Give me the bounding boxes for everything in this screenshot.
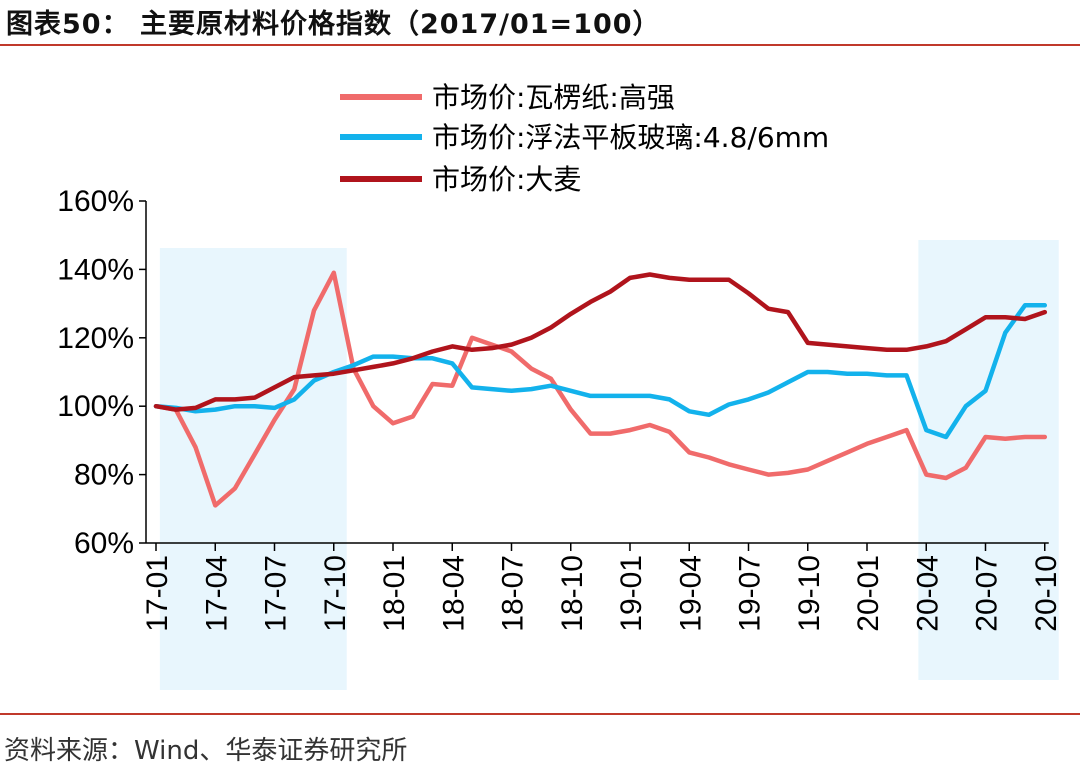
x-tick-label: 18-01 xyxy=(378,555,411,632)
title-divider xyxy=(0,44,1080,46)
legend-label-2: 市场价:浮法平板玻璃:4.8/6mm xyxy=(432,121,829,154)
y-tick-label: 80% xyxy=(74,459,134,492)
legend-label-3: 市场价:大麦 xyxy=(432,163,581,196)
x-tick-label: 18-07 xyxy=(497,555,530,632)
x-tick-label: 19-04 xyxy=(674,555,707,632)
x-tick-label: 17-10 xyxy=(319,555,352,632)
series-line-2 xyxy=(153,303,1048,440)
y-tick-label: 60% xyxy=(74,527,134,560)
page-title: 图表50： 主要原材料价格指数（2017/01=100） xyxy=(6,9,661,40)
x-tick-label: 19-01 xyxy=(615,555,648,632)
x-tick-label: 17-01 xyxy=(141,555,174,632)
x-tick-label: 20-04 xyxy=(911,555,944,632)
series-lines xyxy=(153,270,1048,508)
x-tick-label: 18-10 xyxy=(556,555,589,632)
series-line-1 xyxy=(153,270,1048,508)
x-tick-label: 19-07 xyxy=(734,555,767,632)
y-tick-label: 100% xyxy=(57,390,134,423)
footer-divider xyxy=(0,713,1080,715)
y-tick-label: 160% xyxy=(57,185,134,218)
x-tick-label: 20-10 xyxy=(1030,555,1063,632)
x-tick-label: 20-07 xyxy=(971,555,1004,632)
axes: 60% 80% 100% 120% 140% 160% 17-01 17-04 17-07 17-… xyxy=(57,185,1062,632)
source-note: 资料来源：Wind、华泰证券研究所 xyxy=(4,736,408,766)
legend-label-1: 市场价:瓦楞纸:高强 xyxy=(432,81,675,114)
highlight-band xyxy=(159,248,347,690)
x-tick-label: 20-01 xyxy=(852,555,885,632)
x-tick-label: 18-04 xyxy=(437,555,470,632)
x-tick-label: 19-10 xyxy=(793,555,826,632)
y-tick-label: 120% xyxy=(57,322,134,355)
x-tick-label: 17-04 xyxy=(200,555,233,632)
series-line-3 xyxy=(153,272,1048,412)
y-tick-label: 140% xyxy=(57,253,134,286)
x-tick-label: 17-07 xyxy=(260,555,293,632)
